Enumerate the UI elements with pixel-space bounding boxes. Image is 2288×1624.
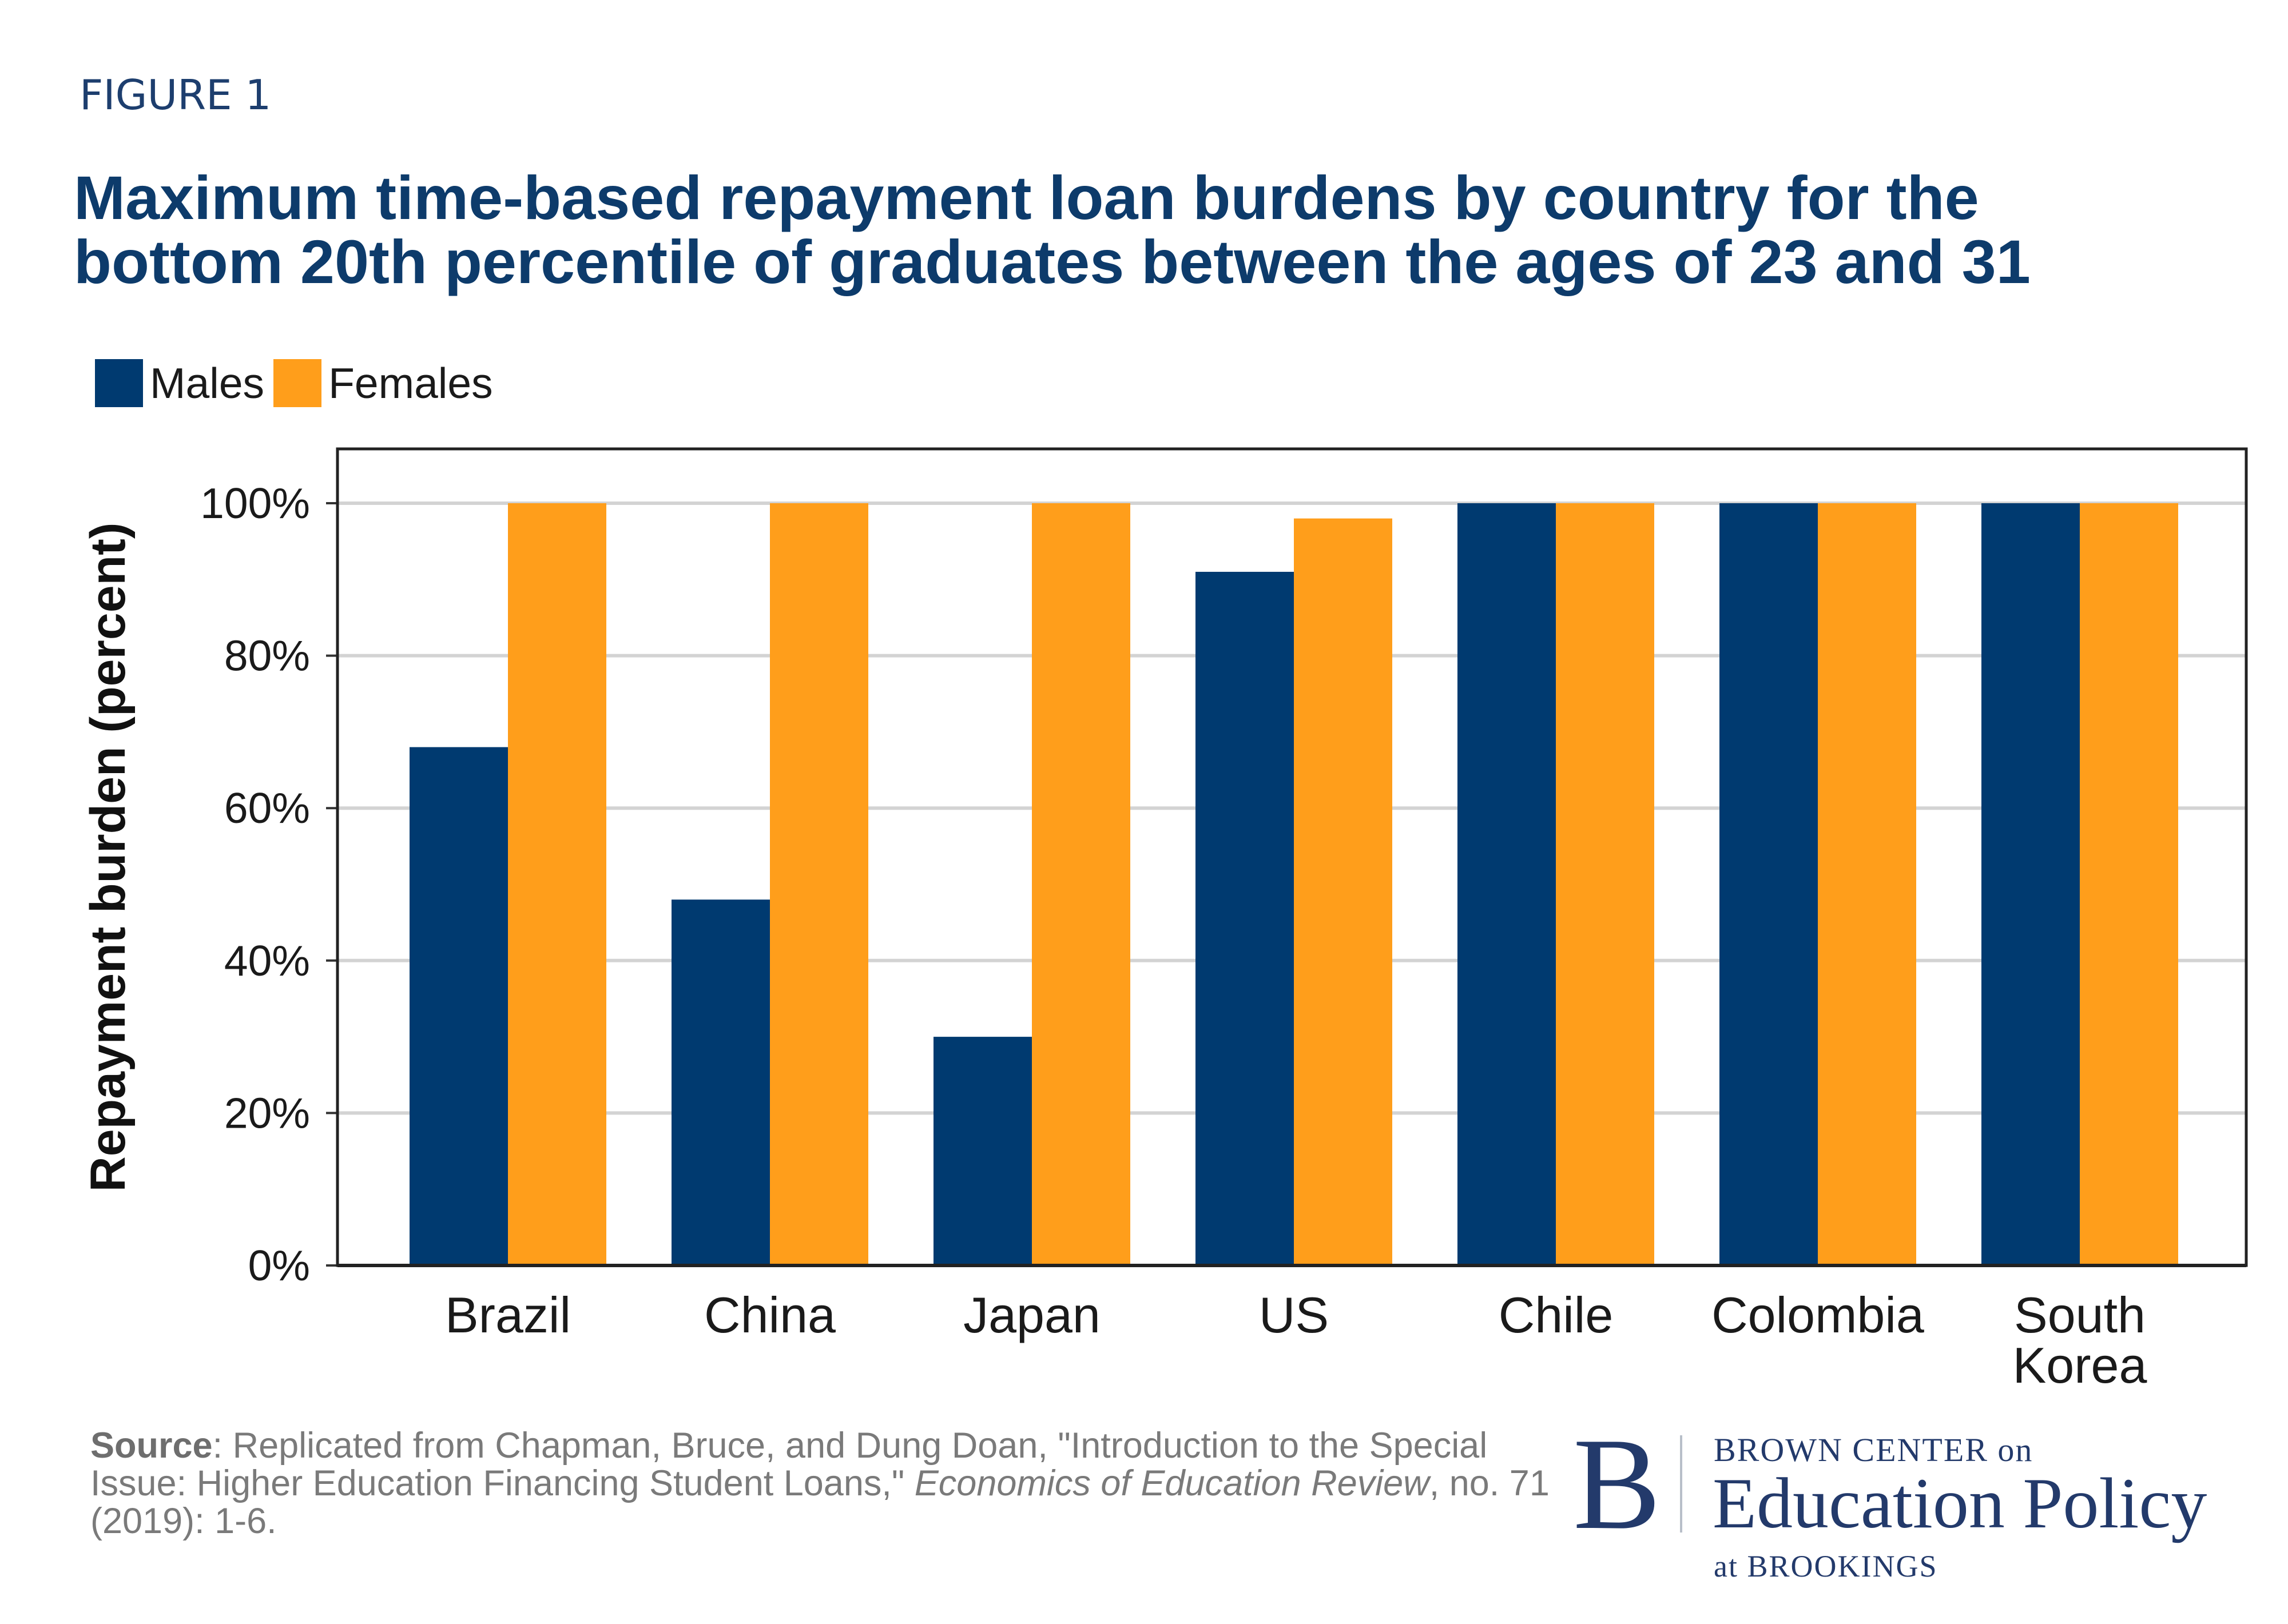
bar-males-brazil [410, 747, 508, 1265]
brookings-logo: B BROWN CENTER on Education Policy at BR… [1573, 1418, 2277, 1590]
x-tick-label: Korea [2013, 1337, 2147, 1394]
logo-line-3: at BROOKINGS [1714, 1549, 1938, 1583]
y-axis-title: Repayment burden (percent) [81, 523, 136, 1192]
chart-legend: Males Females [95, 357, 493, 409]
source-text-before: : Replicated from Chapman, Bruce, and Du… [90, 1426, 1488, 1503]
bar-males-china [672, 899, 770, 1265]
y-tick-label: 100% [200, 479, 310, 527]
source-text-after: , no. 71 (2019): 1-6. [90, 1463, 1550, 1541]
bar-females-brazil [508, 503, 606, 1265]
x-tick-label: Chile [1499, 1287, 1614, 1343]
bar-females-colombia [1818, 503, 1916, 1265]
bar-chart: 0% 20% 40% 60% 80% 100% Brazil China Japan US Chil… [81, 447, 2248, 1394]
x-tick-label: Brazil [445, 1287, 571, 1343]
bar-males-colombia [1719, 503, 1818, 1265]
x-tick-label: Colombia [1711, 1287, 1924, 1343]
bar-females-china [770, 503, 868, 1265]
x-tick-label: South [2014, 1287, 2146, 1343]
x-tick-label: US [1259, 1287, 1329, 1343]
logo-mark: B [1573, 1411, 1661, 1557]
logo-line-2: Education Policy [1713, 1464, 2207, 1543]
bar-females-us [1294, 518, 1392, 1266]
y-tick-label: 20% [224, 1089, 310, 1137]
legend-label-females: Females [328, 359, 493, 407]
legend-item-males: Males [95, 359, 264, 408]
logo-line-1: BROWN CENTER on [1714, 1431, 2033, 1468]
x-tick-label: Japan [963, 1287, 1101, 1343]
bar-females-japan [1032, 503, 1130, 1265]
legend-label-males: Males [150, 359, 265, 407]
figure-label: FIGURE 1 [80, 71, 272, 119]
y-tick-label: 80% [224, 632, 310, 680]
y-tick-label: 0% [248, 1241, 310, 1289]
bar-males-chile [1457, 503, 1556, 1265]
chart-title-line-2: bottom 20th percentile of graduates betw… [74, 227, 2031, 296]
chart-title-line-1: Maximum time-based repayment loan burden… [74, 163, 1979, 232]
bar-males-us [1195, 571, 1294, 1265]
logo-divider [1680, 1435, 1682, 1533]
legend-item-females: Females [273, 359, 493, 408]
chart-title: Maximum time-based repayment loan burden… [74, 166, 2219, 294]
bar-males-japan [934, 1037, 1032, 1265]
source-journal: Economics of Education Review [914, 1463, 1429, 1503]
x-tick-label: China [704, 1287, 836, 1343]
source-label: Source [90, 1426, 213, 1466]
y-tick-label: 40% [224, 937, 310, 985]
y-tick-label: 60% [224, 784, 310, 832]
bar-females-south-korea [2080, 503, 2178, 1265]
bar-females-chile [1556, 503, 1654, 1265]
source-note: Source: Replicated from Chapman, Bruce, … [90, 1427, 1555, 1540]
legend-swatch-males [95, 359, 143, 407]
bar-males-south-korea [1981, 503, 2080, 1265]
legend-swatch-females [273, 359, 322, 407]
